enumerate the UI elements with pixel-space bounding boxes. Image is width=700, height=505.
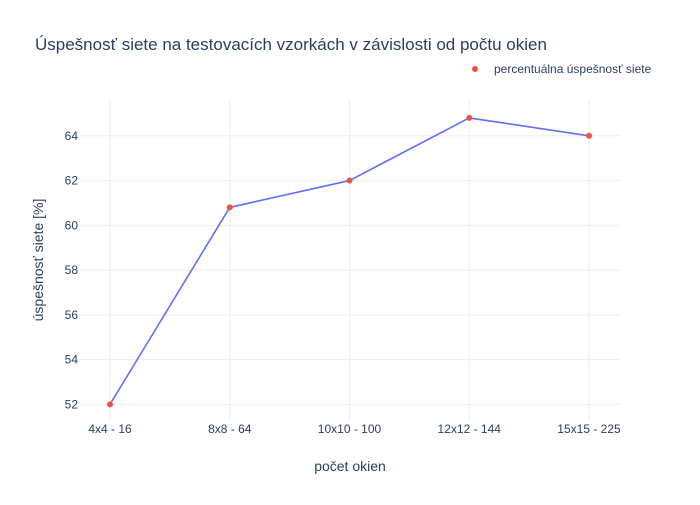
data-point[interactable]: [346, 177, 353, 184]
x-tick-label: 8x8 - 64: [208, 422, 252, 436]
y-tick-label: 62: [65, 174, 79, 188]
chart-title: Úspešnosť siete na testovacích vzorkách …: [35, 35, 547, 54]
legend-marker: [472, 66, 478, 72]
legend-label: percentuálna úspešnosť siete: [494, 62, 652, 76]
data-point[interactable]: [586, 132, 592, 139]
y-tick-label: 64: [65, 129, 79, 143]
x-tick-labels: 4x4 - 16 8x8 - 64 10x10 - 100 12x12 - 144 15…: [88, 422, 621, 436]
x-tick-label: 12x12 - 144: [438, 422, 502, 436]
y-tick-labels: 52 54 56 58 60 62 64: [65, 129, 79, 412]
data-point[interactable]: [466, 114, 473, 121]
gridlines: [80, 100, 620, 420]
x-tick-label: 4x4 - 16: [88, 422, 132, 436]
y-axis-title: úspešnosť siete [%]: [30, 199, 46, 322]
y-tick-label: 52: [65, 397, 79, 411]
data-points[interactable]: [107, 114, 592, 408]
y-tick-label: 60: [65, 218, 79, 232]
y-tick-label: 54: [65, 353, 79, 367]
x-tick-label: 10x10 - 100: [318, 422, 382, 436]
data-point[interactable]: [107, 401, 113, 408]
legend[interactable]: percentuálna úspešnosť siete: [472, 62, 652, 76]
x-axis-title: počet okien: [314, 458, 386, 474]
y-tick-label: 56: [65, 308, 79, 322]
y-tick-label: 58: [65, 263, 79, 277]
x-tick-label: 15x15 - 225: [557, 422, 621, 436]
data-point[interactable]: [226, 204, 233, 211]
